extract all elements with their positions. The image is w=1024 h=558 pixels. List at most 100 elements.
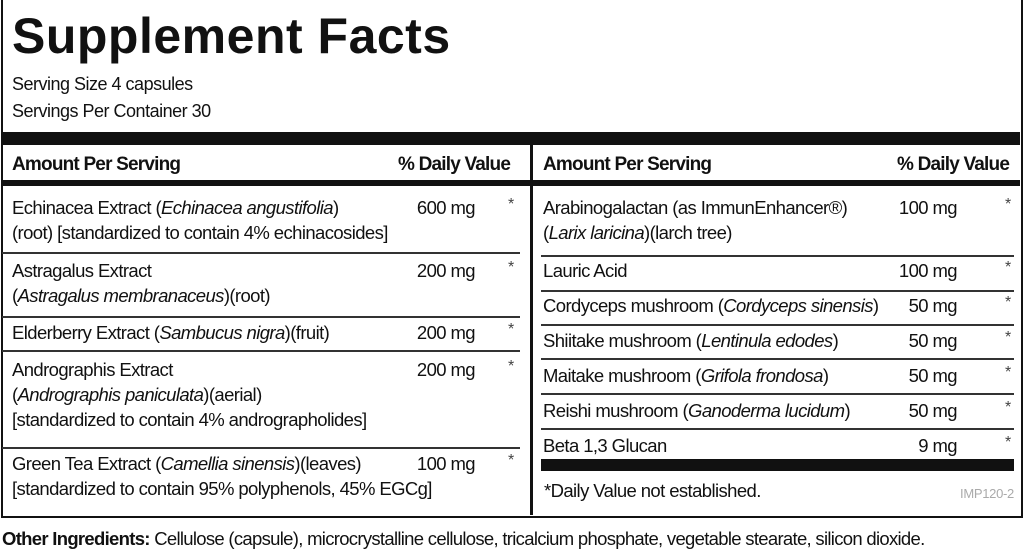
nutrient-text: ) [832,330,839,351]
nutrient-row: Green Tea Extract (Camellia sinensis)(le… [12,451,432,501]
nutrient-name-line: [standardized to contain 4% andrographol… [12,407,367,432]
nutrient-amount: 100 mg [898,260,958,281]
row-separator [541,393,1014,395]
row-separator [541,290,1014,292]
nutrient-amount: 200 mg [416,260,476,281]
daily-value-asterisk: * [508,452,515,469]
servings-per-container: Servings Per Container 30 [12,101,211,121]
nutrient-text: ) [872,295,879,316]
botanical-name: Astragalus membranaceus [17,285,225,306]
nutrient-name-line: Maitake mushroom (Grifola frondosa) [543,363,829,388]
nutrient-text: )(root) [223,285,271,306]
nutrient-text: )(fruit) [284,322,330,343]
nutrient-text: ( [543,222,549,243]
nutrient-amount: 100 mg [416,453,476,474]
nutrient-text: [standardized to contain 95% polyphenols… [12,478,432,499]
nutrient-row: Elderberry Extract (Sambucus nigra)(frui… [12,320,330,345]
botanical-name: Larix laricina [548,222,645,243]
nutrient-text: Elderberry Extract ( [12,322,160,343]
nutrient-row: Andrographis Extract (Andrographis panic… [12,357,367,432]
nutrient-name-line: (root) [standardized to contain 4% echin… [12,220,388,245]
other-ingredients-text: Cellulose (capsule), microcrystalline ce… [149,528,925,549]
botanical-name: Echinacea angustifolia [161,197,334,218]
daily-value-asterisk: * [508,321,515,338]
nutrient-text: [standardized to contain 4% andrographol… [12,409,367,430]
nutrient-row: Echinacea Extract (Echinacea angustifoli… [12,195,388,245]
nutrient-text: ) [844,400,850,421]
right-header-amount: Amount Per Serving [543,154,712,175]
other-ingredients-label: Other Ingredients: [2,528,150,549]
nutrient-text: Echinacea Extract ( [12,197,162,218]
row-separator [2,252,520,254]
daily-value-asterisk: * [1005,364,1012,381]
panel-title: Supplement Facts [12,8,451,64]
nutrient-row: Cordyceps mushroom (Cordyceps sinensis) [543,293,879,318]
nutrient-text: ( [12,384,18,405]
nutrient-name-line: Beta 1,3 Glucan [543,433,667,458]
nutrient-row: Astragalus Extract (Astragalus membranac… [12,258,271,308]
nutrient-amount: 200 mg [416,359,476,380]
nutrient-amount: 100 mg [898,197,958,218]
botanical-name: Andrographis paniculata [17,384,204,405]
row-separator [2,447,520,449]
nutrient-name-line: (Astragalus membranaceus)(root) [12,283,271,308]
nutrient-name-line: (Larix laricina)(larch tree) [543,220,847,245]
nutrient-amount: 50 mg [908,295,958,316]
nutrient-text: )(leaves) [294,453,361,474]
row-separator [541,428,1014,430]
thick-divider [2,132,1020,145]
nutrient-text: )(larch tree) [644,222,732,243]
nutrient-text: Green Tea Extract ( [12,453,161,474]
nutrient-amount: 50 mg [908,365,958,386]
nutrient-name-line: [standardized to contain 95% polyphenols… [12,476,432,501]
left-header-amount: Amount Per Serving [12,154,181,175]
nutrient-row: Arabinogalactan (as ImmunEnhancer®) (Lar… [543,195,848,245]
other-ingredients: Other Ingredients: Cellulose (capsule), … [2,528,925,550]
right-bottom-bar [541,459,1014,471]
row-separator [2,316,520,318]
nutrient-text: Maitake mushroom ( [543,365,701,386]
nutrient-text: Andrographis Extract [12,359,173,380]
daily-value-asterisk: * [1005,434,1012,451]
daily-value-asterisk: * [508,196,515,213]
column-divider [530,145,533,515]
nutrient-amount: 9 mg [918,435,957,456]
botanical-name: Sambucus nigra [159,322,285,343]
nutrient-amount: 600 mg [416,197,476,218]
botanical-name: Cordyceps sinensis [723,295,873,316]
nutrient-text: ) [822,365,829,386]
nutrient-name-line: Reishi mushroom (Ganoderma lucidum) [543,398,851,423]
nutrient-text: Astragalus Extract [12,260,152,281]
nutrient-text: Reishi mushroom ( [543,400,689,421]
row-separator [541,324,1014,326]
nutrient-amount: 50 mg [908,400,958,421]
nutrient-text: (root) [standardized to contain 4% echin… [12,222,388,243]
nutrient-amount: 200 mg [416,322,476,343]
nutrient-name-line: Lauric Acid [543,258,628,283]
botanical-name: Ganoderma lucidum [688,400,845,421]
nutrient-name-line: Arabinogalactan (as ImmunEnhancer®) [543,195,848,220]
nutrient-text: Arabinogalactan (as ImmunEnhancer®) [543,197,848,218]
nutrient-row: Lauric Acid [543,258,628,283]
nutrient-text: Cordyceps mushroom ( [543,295,724,316]
nutrient-text: ) [332,197,339,218]
nutrient-text: Lauric Acid [543,260,628,281]
nutrient-text: ( [12,285,18,306]
nutrient-name-line: Elderberry Extract (Sambucus nigra)(frui… [12,320,330,345]
supplement-facts-panel [1,0,1023,518]
nutrient-name-line: (Andrographis paniculata)(aerial) [12,382,367,407]
nutrient-text: Beta 1,3 Glucan [543,435,667,456]
daily-value-asterisk: * [508,259,515,276]
nutrient-name-line: Andrographis Extract [12,357,367,382]
right-header-dv: % Daily Value [897,154,1010,175]
nutrient-text: )(aerial) [203,384,262,405]
daily-value-asterisk: * [508,358,515,375]
daily-value-asterisk: * [1005,399,1012,416]
left-header-dv: % Daily Value [398,154,511,175]
footnote: *Daily Value not established. [544,480,761,501]
nutrient-name-line: Green Tea Extract (Camellia sinensis)(le… [12,451,432,476]
daily-value-asterisk: * [1005,196,1012,213]
daily-value-asterisk: * [1005,294,1012,311]
botanical-name: Camellia sinensis [160,453,295,474]
right-header-rule [533,180,1020,186]
